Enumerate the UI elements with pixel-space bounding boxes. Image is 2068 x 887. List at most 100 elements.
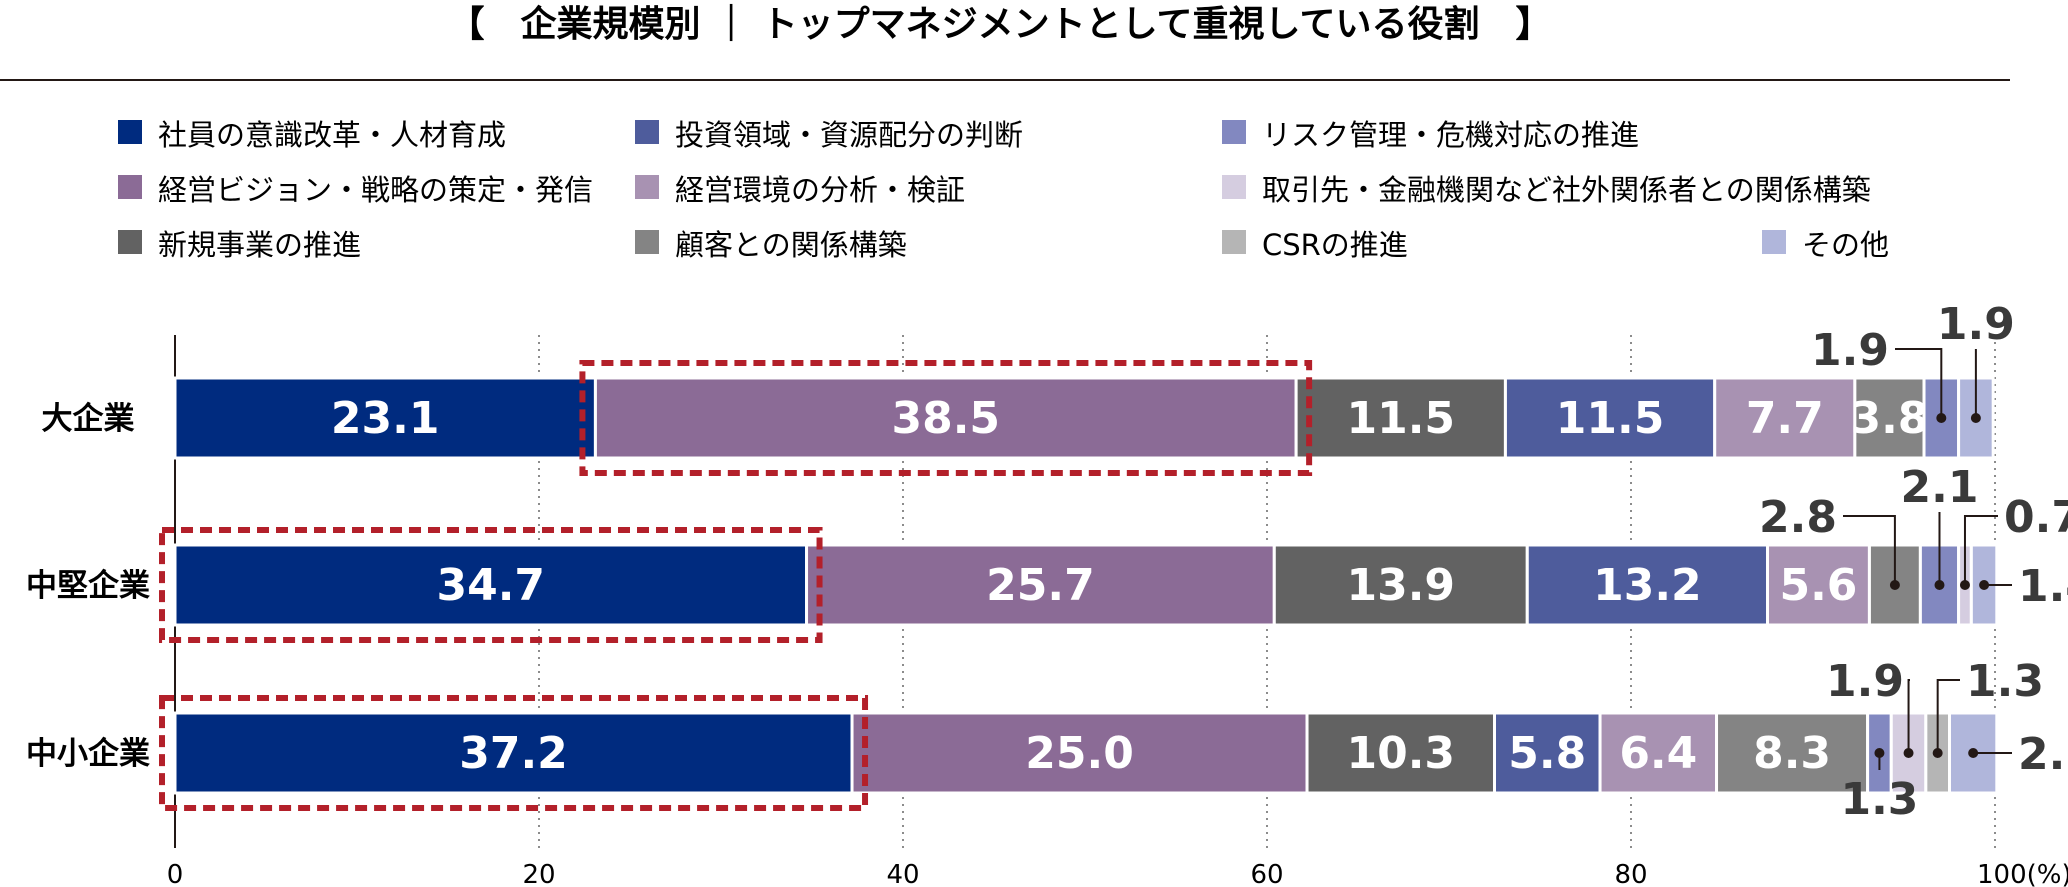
callout-line (1963, 515, 1998, 585)
bar-segment (593, 376, 1298, 460)
legend-label: 取引先・金融機関など社外関係者との関係構築 (1262, 173, 1871, 207)
legend-item: 顧客との関係構築 (635, 228, 907, 262)
highlight-box (159, 695, 869, 811)
legend-swatch (1762, 230, 1786, 254)
callout-label: 1.9 (1826, 656, 1904, 707)
callout-label: 2.6 (2018, 729, 2068, 780)
callout: 2.1 (1901, 462, 1979, 590)
callout: 1.9 (1826, 656, 1914, 758)
callout: 1.9 (1937, 299, 2015, 423)
legend-swatch (635, 120, 659, 144)
callout-line (1843, 515, 1896, 585)
bar-value-label: 13.2 (1593, 560, 1702, 611)
callout: 2.8 (1759, 492, 1900, 590)
bar-value-label: 23.1 (331, 393, 440, 444)
bar-segment (1766, 543, 1871, 627)
legend-item: CSRの推進 (1222, 228, 1408, 262)
legend-item: その他 (1762, 228, 1889, 262)
bar-value-label: 11.5 (1556, 393, 1665, 444)
bar-value-label: 38.5 (891, 393, 1000, 444)
bar-value-label: 25.0 (1025, 728, 1134, 779)
category-label: 中小企業 (26, 736, 150, 772)
bar-segment (173, 711, 854, 795)
callout: 1.4 (1979, 561, 2068, 612)
x-axis: 0 20 40 60 80 100(%) (167, 860, 2068, 887)
highlight-box (159, 527, 823, 643)
callout-label: 0.7 (2004, 492, 2068, 543)
bar-value-label: 25.7 (986, 560, 1095, 611)
bar-value-label: 13.9 (1346, 560, 1455, 611)
x-tick-label: 100(%) (1977, 860, 2068, 887)
legend-label: リスク管理・危機対応の推進 (1262, 118, 1639, 152)
bar-value-label: 34.7 (436, 560, 545, 611)
legend-swatch (118, 120, 142, 144)
bar-segment (1598, 711, 1719, 795)
callout-label: 1.3 (1966, 656, 2044, 707)
callout: 0.7 (1959, 492, 2068, 590)
callout-line (1936, 679, 1960, 753)
legend-label: 社員の意識改革・人材育成 (158, 118, 506, 152)
bar-value-label: 5.8 (1508, 728, 1586, 779)
bars: 大企業 23.1 38.5 11.5 11.5 7.7 3.8 中堅企業 34.7 25.7 13.… (26, 376, 1999, 795)
bar-segment (805, 543, 1276, 627)
callout-label: 1.9 (1811, 325, 1889, 376)
highlights (159, 360, 1313, 811)
callout-label: 1.9 (1937, 299, 2015, 350)
callout-label: 2.8 (1759, 492, 1837, 543)
legend-label: 投資領域・資源配分の判断 (675, 118, 1023, 152)
legend-item: 経営環境の分析・検証 (635, 173, 965, 207)
chart-title: 【 企業規模別 ｜ トップマネジメントとして重視している役割 】 (449, 3, 1552, 45)
category-label: 中堅企業 (26, 568, 150, 604)
legend-swatch (1222, 175, 1246, 199)
bar-segment (850, 711, 1309, 795)
legend-swatch (1222, 120, 1246, 144)
bar-segment (1493, 711, 1602, 795)
legend-swatch (635, 230, 659, 254)
highlight-box (579, 360, 1313, 476)
legend-label: その他 (1802, 228, 1889, 262)
legend-label: 顧客との関係構築 (675, 228, 907, 262)
legend-swatch (118, 175, 142, 199)
bar-value-label: 8.3 (1753, 728, 1831, 779)
callout: 2.6 (1968, 729, 2068, 780)
bar-segment (1305, 711, 1497, 795)
legend-label: 経営ビジョン・戦略の策定・発信 (158, 173, 593, 207)
bar-value-label: 7.7 (1746, 393, 1824, 444)
legend-swatch (1222, 230, 1246, 254)
legend-item: 投資領域・資源配分の判断 (635, 118, 1023, 152)
bar-value-label: 5.6 (1779, 560, 1857, 611)
bar-value-label: 37.2 (459, 728, 568, 779)
callout-label: 1.4 (2018, 561, 2068, 612)
bar-value-label: 3.8 (1850, 393, 1928, 444)
legend-item: 経営ビジョン・戦略の策定・発信 (118, 173, 593, 207)
callout: 1.3 (1932, 656, 2044, 758)
bar-segment (173, 376, 597, 460)
legend-swatch (118, 230, 142, 254)
callouts: 1.9 1.9 2.8 2.1 0.7 1.4 1.9 2.6 1.3 1.3 (1759, 299, 2068, 825)
legend-label: 経営環境の分析・検証 (675, 173, 965, 207)
legend-label: 新規事業の推進 (158, 228, 361, 262)
bar-value-label: 11.5 (1346, 393, 1455, 444)
legend-item: 新規事業の推進 (118, 228, 361, 262)
x-tick-label: 20 (522, 860, 555, 887)
x-tick-label: 60 (1250, 860, 1283, 887)
callout-label: 2.1 (1901, 462, 1979, 513)
bar-value-label: 6.4 (1619, 728, 1697, 779)
callout-line (1907, 679, 1910, 753)
legend-label: CSRの推進 (1262, 228, 1408, 262)
bar-value-label: 10.3 (1346, 728, 1455, 779)
callout-line (1895, 348, 1943, 418)
x-tick-label: 40 (886, 860, 919, 887)
callout-label: 1.3 (1840, 774, 1918, 825)
legend-item: リスク管理・危機対応の推進 (1222, 118, 1639, 152)
x-tick-label: 80 (1614, 860, 1647, 887)
callout: 1.3 (1840, 748, 1918, 825)
x-tick-label: 0 (167, 860, 184, 887)
bar-segment (1525, 543, 1770, 627)
category-label: 大企業 (42, 401, 135, 437)
legend-swatch (635, 175, 659, 199)
bar-segment (173, 543, 809, 627)
legend-item: 取引先・金融機関など社外関係者との関係構築 (1222, 173, 1871, 207)
